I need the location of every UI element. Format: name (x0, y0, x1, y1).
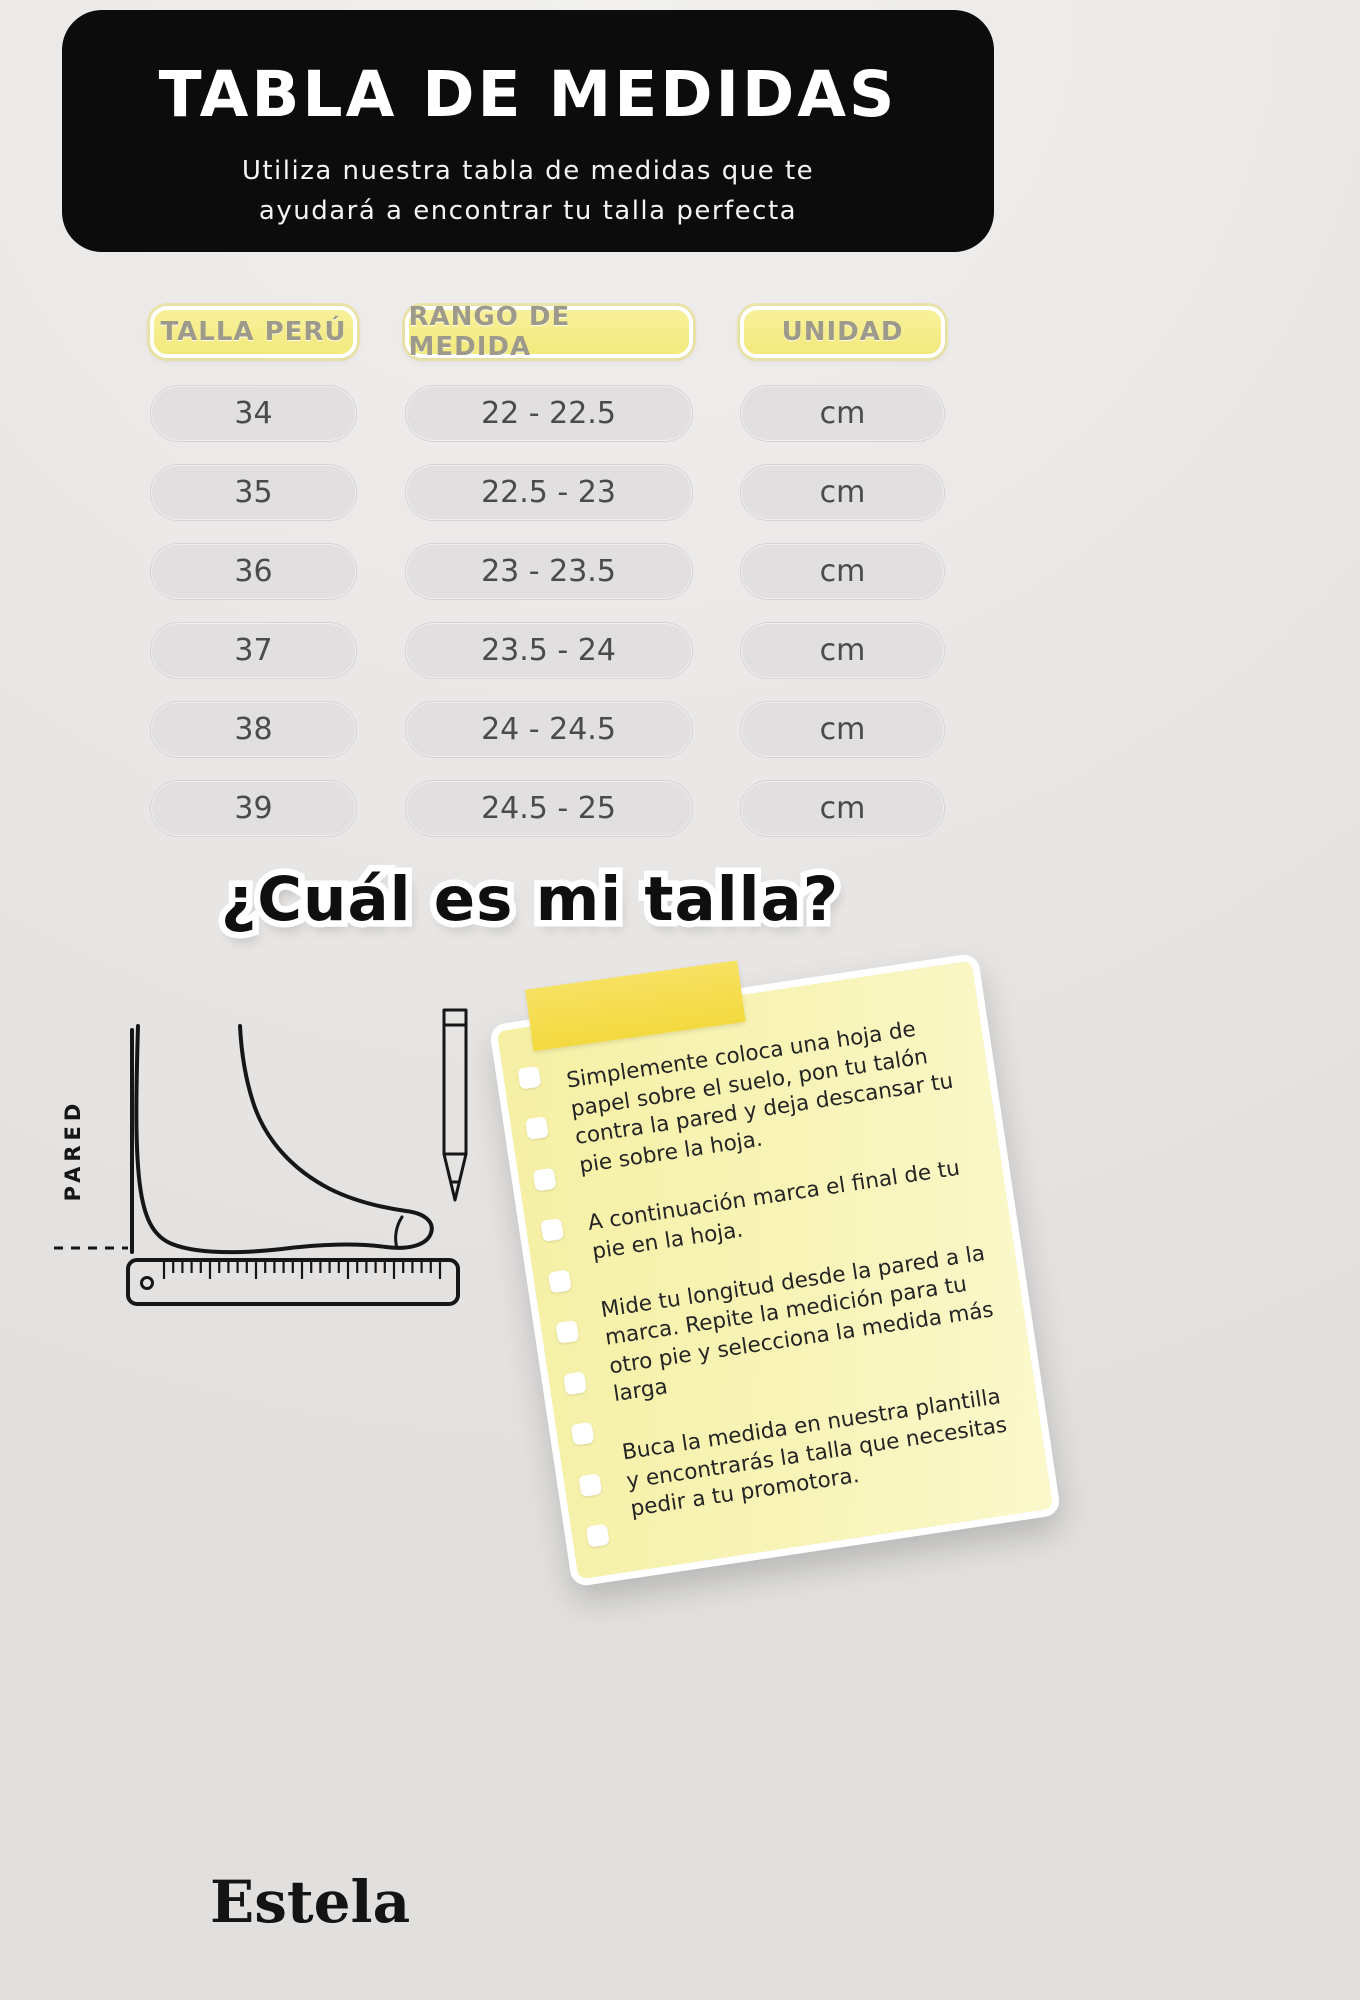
bullet-square-icon (547, 1269, 572, 1294)
table-cell-unidad: cm (740, 464, 945, 521)
size-table-header: TALLA PERÚ RANGO DE MEDIDA UNIDAD (150, 302, 945, 362)
table-cell-unidad: cm (740, 622, 945, 679)
column-header-rango-de-medida: RANGO DE MEDIDA (404, 302, 693, 362)
table-cell-talla: 35 (150, 464, 357, 521)
table-cell-unidad: cm (740, 701, 945, 758)
table-cell-talla: 39 (150, 780, 357, 837)
table-cell-unidad: cm (740, 780, 945, 837)
pencil-icon (442, 1008, 468, 1202)
table-cell-unidad: cm (740, 543, 945, 600)
bullet-square-icon (525, 1116, 549, 1141)
tape-decoration (525, 960, 746, 1052)
note-step: Buca la medida en nuestra plantilla y en… (620, 1384, 1009, 1522)
bullet-square-icon (563, 1370, 587, 1395)
size-table-body: 34 22 - 22.5 cm 35 22.5 - 23 cm 36 23 - 23.5 cm 3… (150, 385, 945, 837)
instructions-note: Simplemente coloca una hoja de papel sob… (488, 952, 1062, 1588)
bullet-square-icon (532, 1167, 557, 1192)
bullet-square-icon (570, 1421, 595, 1446)
foot-diagram: PARED (54, 1008, 468, 1306)
note-step: Mide tu longitud desde la pared a la mar… (599, 1240, 996, 1408)
size-table: TALLA PERÚ RANGO DE MEDIDA UNIDAD 34 22 - 2… (150, 302, 945, 837)
table-cell-rango: 24 - 24.5 (404, 701, 693, 758)
bullet-square-icon (517, 1065, 542, 1090)
table-cell-rango: 23 - 23.5 (404, 543, 693, 600)
toe-detail-line (394, 1215, 404, 1250)
column-header-unidad: UNIDAD (740, 306, 945, 358)
table-cell-rango: 23.5 - 24 (404, 622, 693, 679)
ruler-ticks (162, 1262, 442, 1279)
brand-logo: Estela (210, 1868, 411, 1936)
header-banner: TABLA DE MEDIDAS Utiliza nuestra tabla d… (62, 10, 994, 252)
page-subtitle-line2: ayudará a encontrar tu talla perfecta (258, 196, 798, 227)
table-cell-talla: 36 (150, 543, 357, 600)
bullet-square-icon (585, 1523, 610, 1548)
bullet-square-icon (578, 1472, 603, 1497)
foot-outline-icon (134, 1024, 434, 1255)
wall-label: PARED (61, 1099, 85, 1202)
table-cell-rango: 24.5 - 25 (404, 780, 693, 837)
table-cell-rango: 22.5 - 23 (404, 464, 693, 521)
quiz-title: ¿Cuál es mi talla? (0, 864, 1060, 935)
page-subtitle-line1: Utiliza nuestra tabla de medidas que te (241, 156, 815, 186)
table-cell-unidad: cm (740, 385, 945, 442)
table-cell-talla: 38 (150, 701, 357, 758)
table-cell-talla: 34 (150, 385, 357, 442)
table-cell-talla: 37 (150, 622, 357, 679)
page-title: TABLA DE MEDIDAS (158, 58, 898, 131)
bullet-square-icon (555, 1320, 580, 1344)
bullet-square-icon (540, 1218, 565, 1243)
ruler-icon (126, 1258, 460, 1306)
table-cell-rango: 22 - 22.5 (404, 385, 693, 442)
note-steps: Simplemente coloca una hoja de papel sob… (565, 1010, 1027, 1555)
page-subtitle: Utiliza nuestra tabla de medidas que te a… (62, 151, 994, 232)
column-header-talla-peru: TALLA PERÚ (150, 306, 357, 358)
